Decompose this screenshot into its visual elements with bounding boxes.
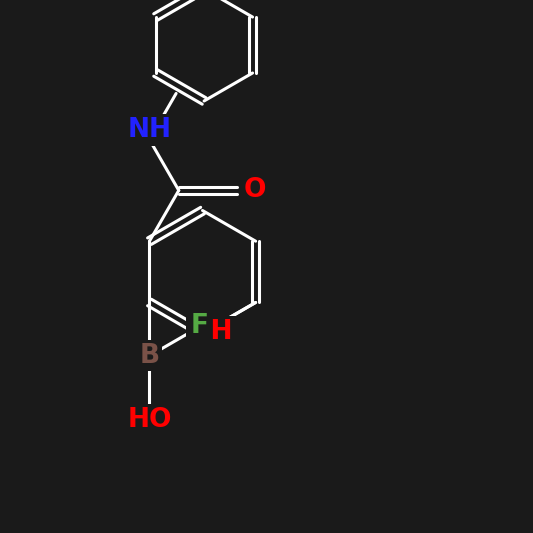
Text: NH: NH xyxy=(127,117,172,143)
Text: HO: HO xyxy=(127,407,172,433)
Text: F: F xyxy=(190,313,208,340)
Text: O: O xyxy=(243,177,266,204)
Text: B: B xyxy=(140,343,159,369)
Text: OH: OH xyxy=(189,319,233,345)
